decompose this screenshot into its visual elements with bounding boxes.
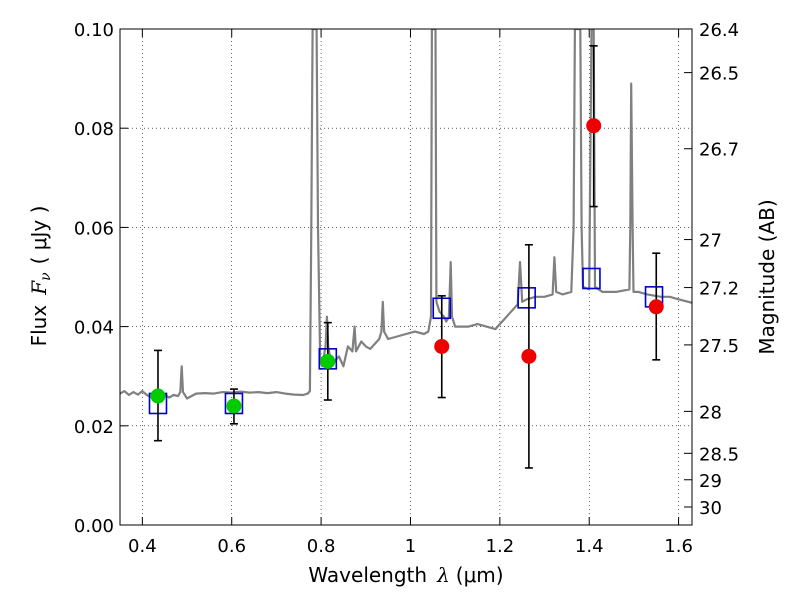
y-tick-label: 0.02 xyxy=(74,417,114,438)
y-tick-label: 0.06 xyxy=(74,218,114,239)
model-photometry-square xyxy=(582,267,601,290)
y2-axis-label: Magnitude (AB) xyxy=(755,199,779,354)
y2-tick-label: 28 xyxy=(699,402,722,423)
observed-flux-point xyxy=(150,388,166,404)
x-axis-label-prefix: Wavelength xyxy=(308,563,427,587)
x-tick-label: 0.4 xyxy=(128,536,157,557)
model-photometry-square xyxy=(517,287,536,309)
y2-tick-label: 26.5 xyxy=(699,64,739,85)
y-axis-label-unit: ( μJy ) xyxy=(27,206,51,265)
grid-lines xyxy=(120,29,692,525)
y-axis-label-sub: ν xyxy=(38,272,54,281)
x-tick-label: 0.6 xyxy=(217,536,246,557)
y2-tick-label: 26.4 xyxy=(699,20,739,41)
y-tick-label: 0.00 xyxy=(74,516,114,537)
y2-tick-label: 26.7 xyxy=(699,140,739,161)
observed-flux-point xyxy=(434,338,450,354)
x-tick-label: 1.6 xyxy=(664,536,693,557)
observed-flux-point xyxy=(521,348,537,364)
x-axis-label: Wavelength λ (μm) xyxy=(308,563,503,587)
x-tick-label: 1 xyxy=(405,536,416,557)
y2-tick-label: 27.5 xyxy=(699,336,739,357)
y2-tick-label: 30 xyxy=(699,498,722,519)
y2-tick-label: 29 xyxy=(699,471,722,492)
x-tick-label: 1.2 xyxy=(486,536,515,557)
plot-area xyxy=(120,29,692,469)
y2-tick-label: 27.2 xyxy=(699,279,739,300)
y-axis-label-prefix: Flux xyxy=(27,305,51,347)
y-tick-label: 0.08 xyxy=(74,119,114,140)
y-axis-label-symbol: F xyxy=(27,280,51,296)
y2-tick-label: 28.5 xyxy=(699,444,739,465)
observed-flux-point xyxy=(648,299,664,315)
observed-flux-point xyxy=(226,398,242,414)
x-axis-label-symbol: λ xyxy=(436,563,450,587)
x-axis-label-unit: (μm) xyxy=(456,563,504,587)
y-tick-label: 0.10 xyxy=(74,20,114,41)
observed-flux-point xyxy=(320,353,336,369)
axes-frame xyxy=(119,28,693,526)
model-spectrum-line xyxy=(120,29,692,400)
axis-ticks: 0.4 0.6 0.8 1 1.2 1.4 1.6 0.00 0.02 0.04 0.06 0.08 0… xyxy=(74,20,739,557)
observed-flux-point xyxy=(586,118,602,134)
x-tick-label: 0.8 xyxy=(307,536,336,557)
y-axis-label: Flux Fν ( μJy ) xyxy=(27,206,54,347)
y2-tick-label: 27 xyxy=(699,231,722,252)
x-tick-label: 1.4 xyxy=(575,536,604,557)
y-tick-label: 0.04 xyxy=(74,318,114,339)
